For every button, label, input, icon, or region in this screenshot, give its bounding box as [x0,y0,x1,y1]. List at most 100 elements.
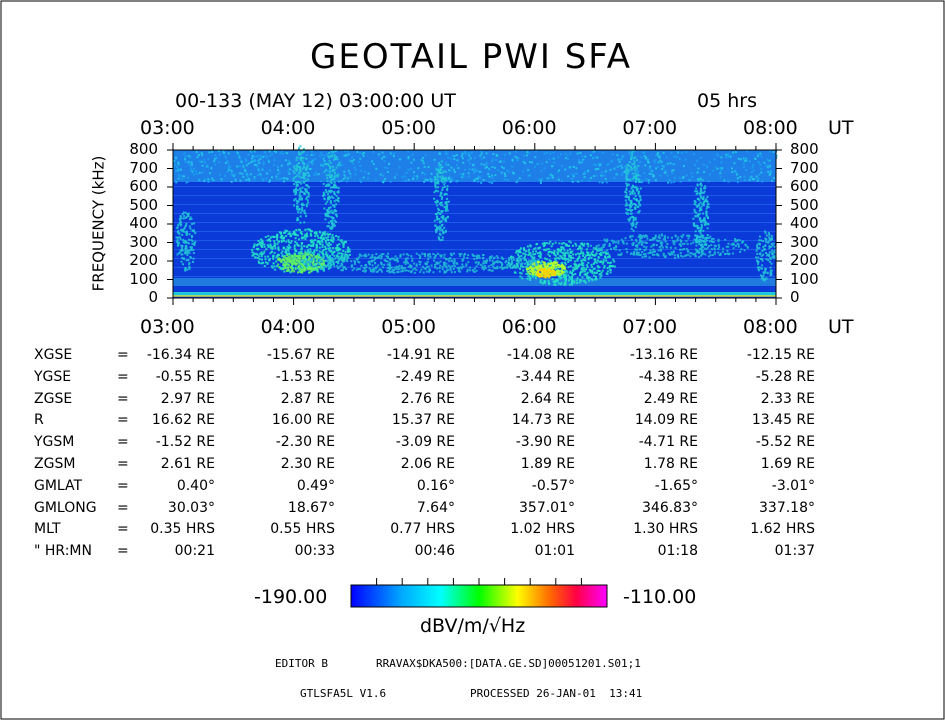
x-tick-label-bottom: 05:00 [381,316,436,338]
ephemeris-value: 0.55 HRS [270,521,335,538]
x-tick-label-bottom: 08:00 [743,316,798,338]
ephemeris-equals: = [117,521,129,538]
ephemeris-equals: = [117,434,129,451]
y-tick-label-left: 500 [129,195,158,214]
ephemeris-value: 2.33 RE [760,390,815,407]
y-tick-label-left: 300 [129,232,158,251]
ephemeris-value: -2.30 RE [275,434,335,451]
ephemeris-label: MLT [34,521,61,538]
page-title: GEOTAIL PWI SFA [310,37,632,77]
y-tick-label-left: 200 [129,251,158,269]
y-tick-label-left: 400 [129,214,158,232]
ephemeris-value: 1.78 RE [643,456,698,472]
x-unit-bottom: UT [828,316,854,338]
x-tick-label-top: 06:00 [501,117,557,139]
ephemeris-value: -3.44 RE [515,368,575,385]
ephemeris-value: 16.62 RE [151,412,215,429]
y-tick-label-left: 800 [129,140,158,158]
ephemeris-value: 30.03° [167,499,215,516]
ephemeris-value: 2.64 RE [520,390,575,407]
x-tick-label-top: 08:00 [743,117,798,139]
ephemeris-value: -3.09 RE [395,434,455,451]
ephemeris-equals: = [117,347,129,363]
x-tick-label-top: 04:00 [260,117,316,139]
y-tick-label-left: 0 [148,288,158,306]
ephemeris-value: 2.87 RE [280,390,335,407]
ephemeris-value: 16.00 RE [271,412,335,429]
x-tick-label-bottom: 06:00 [501,316,557,338]
ephemeris-value: -14.08 RE [506,347,575,363]
duration-header: 05 hrs [697,90,757,112]
x-tick-label-top: 05:00 [381,117,436,139]
colorbar-unit: dBV/m/√Hz [420,615,526,637]
x-unit-top: UT [828,117,854,139]
y-tick-label-right: 500 [790,195,819,214]
colorbar-max: -110.00 [623,586,697,608]
ephemeris-equals: = [117,412,129,429]
y-tick-label-left: 100 [129,269,158,288]
ephemeris-label: XGSE [34,347,73,363]
y-tick-label-left: 700 [129,158,158,177]
y-tick-label-left: 600 [129,177,158,195]
x-tick-label-bottom: 03:00 [140,316,195,338]
ephemeris-label: ZGSM [34,456,76,472]
ephemeris-value: -16.34 RE [146,347,215,363]
ephemeris-value: -2.49 RE [395,368,455,385]
ephemeris-value: 18.67° [287,499,335,516]
ephemeris-value: -4.71 RE [638,434,698,451]
x-tick-label-top: 03:00 [140,117,195,139]
ephemeris-value: 01:37 [774,543,815,560]
ephemeris-value: 2.97 RE [160,390,215,407]
ephemeris-value: 00:46 [414,543,455,560]
ephemeris-value: -0.57° [531,477,575,494]
ephemeris-value: -14.91 RE [386,347,455,363]
ephemeris-value: 1.30 HRS [633,521,698,538]
ephemeris-value: 337.18° [759,499,815,516]
ephemeris-value: -5.28 RE [755,368,815,385]
ephemeris-equals: = [117,477,129,494]
footer-path: RRAVAX$DKA500:[DATA.GE.SD]00051201.S01;1 [376,657,641,670]
ephemeris-value: -1.53 RE [275,368,335,385]
ephemeris-equals: = [117,368,129,385]
colorbar [350,584,608,608]
ephemeris-value: 14.73 RE [511,412,575,429]
footer-editor: EDITOR B [275,657,328,670]
y-tick-label-right: 300 [790,232,819,251]
x-tick-label-bottom: 04:00 [260,316,316,338]
ephemeris-equals: = [117,543,129,560]
ephemeris-value: 0.40° [176,477,215,494]
ephemeris-value: 2.49 RE [643,390,698,407]
ephemeris-value: 7.64° [416,499,455,516]
ephemeris-value: 357.01° [519,499,575,516]
footer-processed: PROCESSED 26-JAN-01 13:41 [470,687,643,700]
ephemeris-value: -4.38 RE [638,368,698,385]
ephemeris-value: -15.67 RE [266,347,335,363]
ephemeris-equals: = [117,456,129,472]
ephemeris-value: -1.65° [654,477,698,494]
ephemeris-value: 2.30 RE [280,456,335,472]
ephemeris-value: 1.69 RE [760,456,815,472]
ephemeris-label: GMLAT [34,477,83,494]
date-time-header: 00-133 (MAY 12) 03:00:00 UT [175,90,456,112]
y-tick-label-right: 400 [790,214,819,232]
y-tick-label-right: 700 [790,158,819,177]
ephemeris-value: 14.09 RE [634,412,698,429]
ephemeris-value: -12.15 RE [746,347,815,363]
ephemeris-value: 1.89 RE [520,456,575,472]
ephemeris-label: R [34,412,44,429]
ephemeris-value: 0.77 HRS [390,521,455,538]
colorbar-min: -190.00 [254,586,328,608]
ephemeris-value: 15.37 RE [391,412,455,429]
ephemeris-value: -3.90 RE [515,434,575,451]
ephemeris-value: 2.61 RE [160,456,215,472]
ephemeris-value: 00:21 [174,543,215,560]
ephemeris-value: 1.02 HRS [510,521,575,538]
ephemeris-label: GMLONG [34,499,97,516]
footer-version: GTLSFA5L V1.6 [300,687,387,700]
x-tick-label-bottom: 07:00 [622,316,678,338]
ephemeris-value: 2.06 RE [400,456,455,472]
ephemeris-value: -0.55 RE [155,368,215,385]
